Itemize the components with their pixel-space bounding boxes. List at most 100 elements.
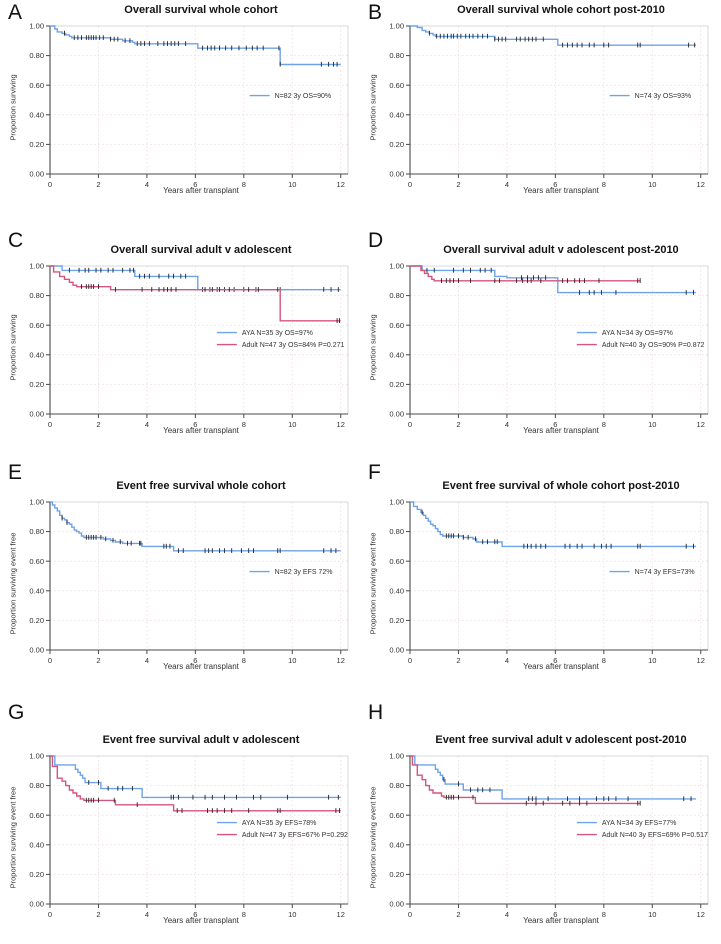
chart-title: Overall survival whole cohort xyxy=(124,4,278,16)
chart-title: Overall survival adult v adolescent xyxy=(110,244,292,256)
x-tick-label: 6 xyxy=(193,656,197,665)
plot-area: Proportion surviving 0.00 0.20 0.40 0.60 0.8… xyxy=(0,18,360,190)
x-tick-label: 10 xyxy=(648,656,656,665)
y-tick-label: 0.20 xyxy=(29,870,44,879)
survival-curve-whole-cohort-post2010 xyxy=(410,501,696,548)
y-tick-label: 0.60 xyxy=(29,81,44,90)
y-tick-label: 1.00 xyxy=(389,752,404,761)
y-tick-label: 0.20 xyxy=(29,140,44,149)
km-plot: 0.00 0.20 0.40 0.60 0.80 1.00 0 2 4 6 8 10 12 N=74 3y… xyxy=(389,498,709,665)
panel-letter: F xyxy=(368,461,381,484)
survival-curve-whole-cohort xyxy=(50,501,341,552)
y-axis-label: Proportion surviving event free xyxy=(368,786,378,889)
x-tick-label: 2 xyxy=(456,420,460,429)
legend-label: Adult N=47 3y OS=84% P=0.271 xyxy=(242,342,345,349)
y-axis-label: Proportion surviving xyxy=(368,314,378,381)
x-tick-label: 6 xyxy=(193,910,197,919)
x-tick-label: 6 xyxy=(193,180,197,189)
y-axis-label: Proportion surviving xyxy=(8,74,18,141)
x-tick-label: 12 xyxy=(337,656,345,665)
x-tick-label: 4 xyxy=(145,180,149,189)
km-plot: 0.00 0.20 0.40 0.60 0.80 1.00 0 2 4 6 8 10 12 AYA N=3… xyxy=(29,752,349,919)
x-tick-label: 2 xyxy=(96,180,100,189)
x-tick-label: 2 xyxy=(96,656,100,665)
x-tick-label: 10 xyxy=(288,420,296,429)
x-tick-label: 10 xyxy=(648,180,656,189)
x-tick-label: 10 xyxy=(288,656,296,665)
survival-curve-aya xyxy=(50,265,341,291)
y-tick-label: 0.80 xyxy=(29,527,44,536)
panel-letter: E xyxy=(8,461,23,484)
y-tick-label: 0.80 xyxy=(389,527,404,536)
x-tick-label: 4 xyxy=(145,420,149,429)
plot-border xyxy=(409,265,709,415)
plot-border xyxy=(49,265,349,415)
x-tick-label: 8 xyxy=(242,420,246,429)
legend-label: AYA N=34 3y EFS=77% xyxy=(602,820,676,827)
y-tick-label: 1.00 xyxy=(389,498,404,507)
panel-e: E Event free survival whole cohort Propo… xyxy=(0,460,360,700)
x-axis-label: Years after transplant xyxy=(523,916,599,925)
y-tick-label: 0.60 xyxy=(29,557,44,566)
y-tick-label: 1.00 xyxy=(29,22,44,31)
chart-title: Event free survival whole cohort xyxy=(116,480,286,492)
survival-curve-adult xyxy=(50,755,341,812)
y-tick-label: 0.60 xyxy=(389,811,404,820)
y-tick-label: 0.20 xyxy=(29,380,44,389)
y-axis-label: Proportion surviving event free xyxy=(8,532,18,635)
x-tick-label: 0 xyxy=(408,910,412,919)
y-tick-label: 0.80 xyxy=(389,291,404,300)
y-tick-label: 0.60 xyxy=(29,321,44,330)
y-tick-label: 0.40 xyxy=(29,586,44,595)
y-tick-label: 0.80 xyxy=(29,781,44,790)
x-tick-label: 2 xyxy=(456,910,460,919)
x-tick-label: 8 xyxy=(242,656,246,665)
legend-label: AYA N=35 3y OS=97% xyxy=(242,330,313,337)
y-tick-label: 1.00 xyxy=(29,262,44,271)
x-tick-label: 8 xyxy=(242,180,246,189)
x-tick-label: 10 xyxy=(648,910,656,919)
x-tick-label: 2 xyxy=(96,420,100,429)
plot-area: Proportion surviving event free 0.00 0.20… xyxy=(0,494,360,666)
y-tick-label: 0.00 xyxy=(389,170,404,179)
plot-area: Proportion surviving event free 0.00 0.20… xyxy=(0,748,360,920)
km-plot: 0.00 0.20 0.40 0.60 0.80 1.00 0 2 4 6 8 10 12 N=74 3y… xyxy=(389,22,709,189)
legend-label: Adult N=40 3y OS=90% P=0.872 xyxy=(602,342,705,349)
x-axis-label: Years after transplant xyxy=(523,426,599,435)
x-tick-label: 4 xyxy=(145,910,149,919)
plot-area: Proportion surviving 0.00 0.20 0.40 0.60 0.8… xyxy=(360,258,720,430)
x-tick-label: 12 xyxy=(337,910,345,919)
survival-curve-aya xyxy=(410,265,696,294)
x-tick-label: 0 xyxy=(48,656,52,665)
plot-border xyxy=(49,755,349,905)
y-tick-label: 1.00 xyxy=(389,262,404,271)
x-tick-label: 0 xyxy=(48,420,52,429)
x-tick-label: 4 xyxy=(505,180,509,189)
km-chart: Event free survival adult v adolescent P… xyxy=(0,700,360,925)
km-plot: 0.00 0.20 0.40 0.60 0.80 1.00 0 2 4 6 8 10 12 AYA N=3… xyxy=(389,752,709,919)
panel-letter: H xyxy=(368,701,384,724)
y-tick-label: 0.00 xyxy=(389,410,404,419)
x-tick-label: 12 xyxy=(697,420,705,429)
x-tick-label: 0 xyxy=(408,420,412,429)
chart-title: Event free survival adult v adolescent p… xyxy=(435,734,687,746)
x-tick-label: 6 xyxy=(553,656,557,665)
y-tick-label: 0.80 xyxy=(389,51,404,60)
x-tick-label: 2 xyxy=(456,180,460,189)
plot-area: Proportion surviving event free 0.00 0.20… xyxy=(360,494,720,666)
x-tick-label: 8 xyxy=(602,180,606,189)
x-tick-label: 2 xyxy=(456,656,460,665)
y-axis-label: Proportion surviving xyxy=(8,314,18,381)
panel-a: A Overall survival whole cohort Proporti… xyxy=(0,0,360,228)
y-tick-label: 1.00 xyxy=(389,22,404,31)
y-tick-label: 0.60 xyxy=(389,81,404,90)
survival-curve-adult xyxy=(410,755,641,805)
x-tick-label: 12 xyxy=(337,180,345,189)
x-tick-label: 8 xyxy=(602,420,606,429)
x-tick-label: 10 xyxy=(288,180,296,189)
x-tick-label: 12 xyxy=(697,910,705,919)
panel-letter: G xyxy=(8,701,25,724)
y-tick-label: 1.00 xyxy=(29,752,44,761)
y-tick-label: 0.60 xyxy=(389,557,404,566)
